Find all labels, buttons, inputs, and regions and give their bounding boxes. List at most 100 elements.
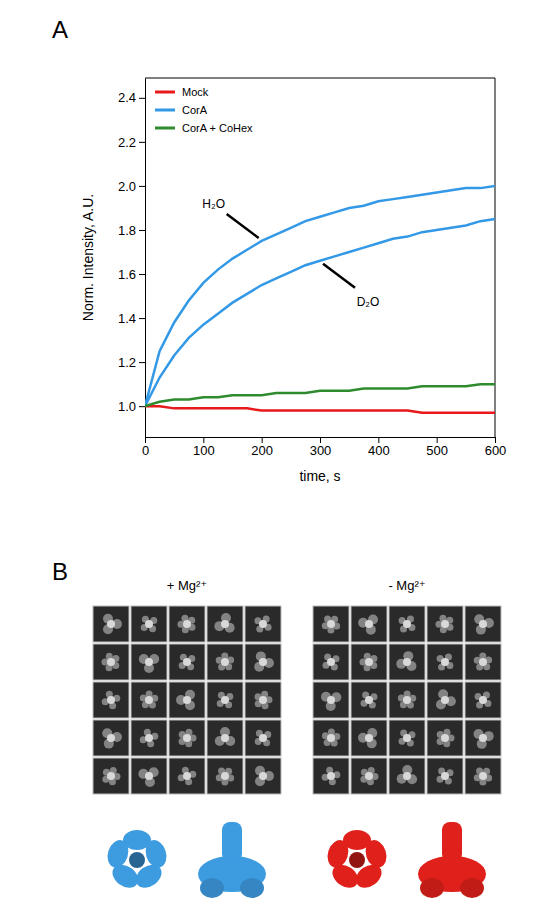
particle-core xyxy=(365,658,373,666)
image-tile xyxy=(207,720,243,756)
map-pore xyxy=(129,852,145,868)
class-average xyxy=(93,758,129,794)
tick-mark xyxy=(139,362,145,363)
tick-label: 600 xyxy=(485,443,507,458)
particle-core xyxy=(221,734,229,742)
particle-core xyxy=(441,696,449,704)
image-tile xyxy=(351,758,387,794)
particle-core xyxy=(479,620,487,628)
class-average xyxy=(313,682,349,718)
tick-label: 2.0 xyxy=(118,179,136,194)
class-average xyxy=(169,682,205,718)
legend-entry: CorA xyxy=(155,104,208,116)
image-tile xyxy=(465,682,501,718)
legend-label: Mock xyxy=(182,86,209,98)
axis-line xyxy=(145,79,146,438)
class-average xyxy=(207,682,243,718)
particle-core xyxy=(183,696,191,704)
tick-label: 200 xyxy=(251,443,273,458)
particle-core xyxy=(221,696,229,704)
class-average xyxy=(351,758,387,794)
class-average xyxy=(169,606,205,642)
tick-label: 2.2 xyxy=(118,135,136,150)
class-average xyxy=(93,682,129,718)
image-tile xyxy=(207,606,243,642)
map-pore xyxy=(349,852,365,868)
particle-core xyxy=(183,658,191,666)
panel-letter: B xyxy=(52,558,68,585)
particle-core xyxy=(221,658,229,666)
class-average xyxy=(389,720,425,756)
particle-core xyxy=(479,772,487,780)
class-average xyxy=(207,644,243,680)
class-average xyxy=(131,682,167,718)
image-tile xyxy=(245,720,281,756)
image-tile xyxy=(351,720,387,756)
class-average xyxy=(313,720,349,756)
particle-core xyxy=(259,620,267,628)
class-average xyxy=(169,644,205,680)
annotation: D₂O xyxy=(357,295,380,309)
legend: MockCorACorA + CoHex xyxy=(155,86,253,134)
legend-swatch xyxy=(155,91,175,94)
class-average xyxy=(427,644,463,680)
particle-core xyxy=(107,658,115,666)
class-average xyxy=(313,606,349,642)
class-average xyxy=(169,720,205,756)
image-tile xyxy=(131,606,167,642)
legend-swatch xyxy=(155,109,175,112)
particle-core xyxy=(259,658,267,666)
particle-core xyxy=(145,620,153,628)
particle-core xyxy=(145,658,153,666)
particle-core xyxy=(259,696,267,704)
tick: 1.8 xyxy=(118,223,145,238)
class-average-grid xyxy=(93,606,281,794)
image-tile xyxy=(351,606,387,642)
line xyxy=(145,384,495,406)
class-average xyxy=(389,644,425,680)
class-average xyxy=(131,758,167,794)
particle-core xyxy=(327,772,335,780)
tick: 600 xyxy=(485,437,507,458)
class-average xyxy=(207,720,243,756)
plot-frame xyxy=(145,78,495,437)
tick-mark xyxy=(139,230,145,231)
particle-core xyxy=(441,658,449,666)
map-side-view xyxy=(198,822,266,898)
particle-core xyxy=(327,696,335,704)
image-tile xyxy=(351,682,387,718)
particle-core xyxy=(441,772,449,780)
tick: 1.4 xyxy=(118,311,145,326)
particle-core xyxy=(107,772,115,780)
image-tile xyxy=(427,758,463,794)
image-tile xyxy=(465,720,501,756)
particle-core xyxy=(365,734,373,742)
particle-core xyxy=(365,620,373,628)
image-tile xyxy=(465,758,501,794)
class-average xyxy=(245,682,281,718)
image-tile xyxy=(131,682,167,718)
class-average xyxy=(389,758,425,794)
image-tile xyxy=(131,758,167,794)
image-tile xyxy=(245,606,281,642)
image-tile xyxy=(465,644,501,680)
image-tile xyxy=(93,720,129,756)
particle-core xyxy=(183,734,191,742)
particle-core xyxy=(403,696,411,704)
class-average xyxy=(245,758,281,794)
panel-letter: A xyxy=(52,16,68,43)
particle-core xyxy=(221,772,229,780)
annotation-line xyxy=(323,264,355,288)
image-tile xyxy=(169,682,205,718)
class-average xyxy=(427,682,463,718)
x-axis: 0100200300400500600 xyxy=(142,437,506,458)
particle-core xyxy=(403,620,411,628)
tick-label: 500 xyxy=(426,443,448,458)
particle-core xyxy=(145,734,153,742)
image-tile xyxy=(389,720,425,756)
image-tile xyxy=(131,720,167,756)
class-average xyxy=(131,606,167,642)
tick: 0 xyxy=(142,437,149,458)
map-domain xyxy=(200,878,224,898)
tick: 100 xyxy=(193,437,215,458)
